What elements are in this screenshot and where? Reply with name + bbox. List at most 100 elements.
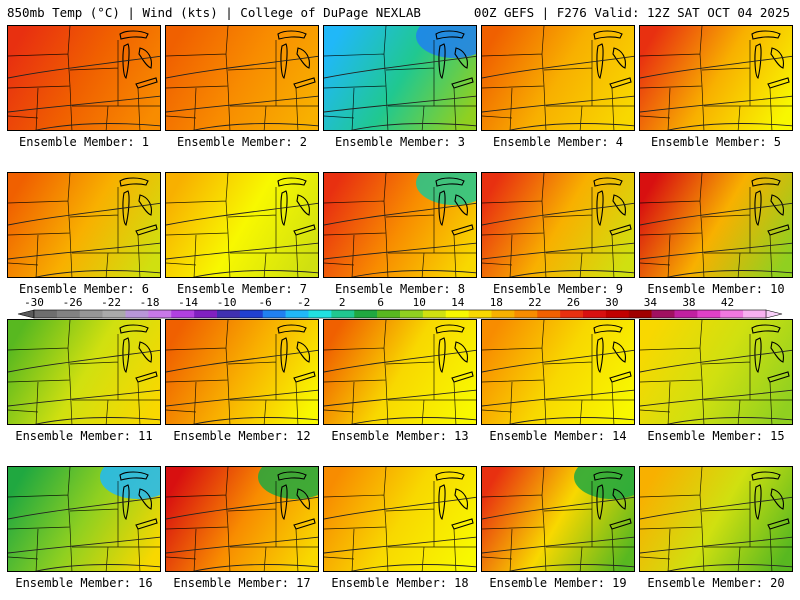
colorbar-tick-label: -22 — [101, 296, 121, 309]
member-label: Ensemble Member: 9 — [492, 282, 624, 296]
state-borders — [166, 173, 318, 277]
colorbar-tick-label: -30 — [24, 296, 44, 309]
colorbar-swatch — [56, 310, 81, 318]
height-contours — [166, 496, 318, 571]
state-borders — [324, 26, 476, 130]
ensemble-member-map — [7, 25, 161, 131]
colorbar-swatch — [308, 310, 332, 318]
colorbar-swatch — [331, 310, 355, 318]
temperature-field — [640, 26, 792, 130]
colorbar-tick-label: 26 — [567, 296, 580, 309]
temperature-field — [8, 26, 160, 130]
ensemble-member-map — [481, 319, 635, 425]
colorbar-tick-label: -26 — [63, 296, 83, 309]
great-lakes-outline — [751, 30, 790, 89]
colorbar-swatch — [560, 310, 584, 318]
colorbar-swatch — [720, 310, 744, 318]
member-label: Ensemble Member: 17 — [173, 576, 311, 590]
colorbar-tick-label: 34 — [644, 296, 658, 309]
state-borders — [482, 467, 634, 571]
temperature-field — [482, 26, 634, 130]
temperature-field — [640, 467, 792, 571]
colorbar-swatch — [377, 310, 401, 318]
colorbar-tick-label: 30 — [605, 296, 618, 309]
great-lakes-outline — [593, 177, 632, 236]
great-lakes-outline — [119, 471, 158, 530]
member-label: Ensemble Member: 10 — [647, 282, 785, 296]
colorbar-swatch — [239, 310, 264, 318]
height-contours — [482, 496, 634, 571]
member-label: Ensemble Member: 3 — [334, 135, 466, 149]
great-lakes-outline — [119, 30, 158, 89]
temperature-field — [482, 320, 634, 424]
member-label: Ensemble Member: 6 — [18, 282, 150, 296]
ensemble-member-map — [481, 172, 635, 278]
colorbar-tick-label: 22 — [528, 296, 541, 309]
state-borders — [166, 467, 318, 571]
colorbar-swatch — [34, 310, 58, 318]
great-lakes-outline — [277, 177, 316, 236]
colorbar-tick-label: -2 — [297, 296, 310, 309]
great-lakes-outline — [277, 324, 316, 383]
great-lakes-outline — [435, 177, 474, 236]
ensemble-member-map — [481, 25, 635, 131]
member-label: Ensemble Member: 4 — [492, 135, 624, 149]
ensemble-member-map — [323, 25, 477, 131]
ensemble-member-map — [323, 172, 477, 278]
colorbar-swatch — [445, 310, 469, 318]
state-borders — [324, 320, 476, 424]
ensemble-member-map — [165, 319, 319, 425]
temperature-field — [166, 173, 318, 277]
colorbar-swatch — [468, 310, 492, 318]
member-label: Ensemble Member: 13 — [331, 429, 469, 443]
great-lakes-outline — [593, 324, 632, 383]
state-borders — [640, 173, 792, 277]
temperature-field — [482, 173, 634, 277]
height-contours — [166, 349, 318, 424]
state-borders — [640, 26, 792, 130]
colorbar-swatch — [400, 310, 424, 318]
member-label: Ensemble Member: 12 — [173, 429, 311, 443]
colorbar-swatch — [79, 310, 103, 318]
state-borders — [482, 320, 634, 424]
member-label: Ensemble Member: 8 — [334, 282, 466, 296]
member-label: Ensemble Member: 16 — [15, 576, 153, 590]
colorbar-tick-label: 38 — [682, 296, 695, 309]
colorbar-swatch — [125, 310, 149, 318]
state-borders — [8, 467, 160, 571]
colorbar-tick-label: 42 — [721, 296, 734, 309]
great-lakes-outline — [593, 30, 632, 89]
colorbar-swatch — [354, 310, 378, 318]
colorbar-tick-label: -6 — [259, 296, 272, 309]
height-contours — [166, 202, 318, 277]
colorbar-tick-label: 18 — [490, 296, 503, 309]
state-borders — [640, 467, 792, 571]
great-lakes-outline — [435, 324, 474, 383]
ensemble-member-map — [165, 172, 319, 278]
colorbar-swatch — [102, 310, 126, 318]
member-label: Ensemble Member: 2 — [176, 135, 308, 149]
member-label: Ensemble Member: 20 — [647, 576, 785, 590]
height-contours — [482, 349, 634, 424]
colorbar-swatch — [171, 310, 195, 318]
state-borders — [482, 26, 634, 130]
colorbar-swatch — [697, 310, 721, 318]
colorbar-swatch — [148, 310, 172, 318]
member-label: Ensemble Member: 11 — [15, 429, 153, 443]
state-borders — [8, 173, 160, 277]
colorbar-swatch — [651, 310, 675, 318]
temperature-field — [8, 320, 160, 424]
great-lakes-outline — [435, 30, 474, 89]
ensemble-member-map — [323, 466, 477, 572]
colorbar-swatch — [217, 310, 241, 318]
colorbar-low-arrow — [17, 309, 35, 319]
colorbar-swatch — [491, 310, 515, 318]
ensemble-member-map — [639, 319, 793, 425]
colorbar-tick-label: 14 — [451, 296, 465, 309]
colorbar-swatch — [285, 310, 309, 318]
temperature-field — [640, 320, 792, 424]
temperature-field — [166, 320, 318, 424]
height-contours — [640, 55, 792, 130]
ensemble-member-map — [165, 466, 319, 572]
colorbar-swatch — [514, 310, 538, 318]
